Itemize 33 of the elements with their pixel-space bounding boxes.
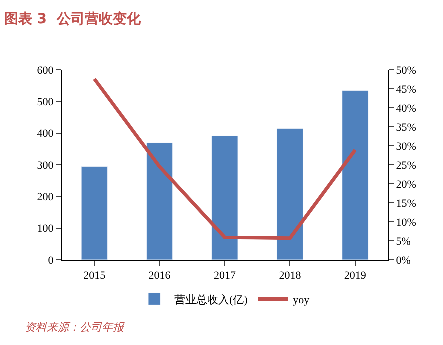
x-tick-label: 2017 bbox=[214, 270, 236, 282]
y2-tick-label: 10% bbox=[396, 216, 416, 229]
bar bbox=[146, 142, 174, 260]
bar bbox=[342, 90, 369, 260]
y2-tick-label: 0% bbox=[396, 254, 411, 267]
legend-label: yoy bbox=[293, 294, 310, 306]
y2-tick-label: 15% bbox=[396, 198, 416, 210]
y2-tick-label: 20% bbox=[396, 178, 416, 191]
legend-label: 营业总收入(亿) bbox=[174, 293, 248, 306]
y-tick-label: 500 bbox=[37, 96, 54, 109]
bar bbox=[81, 166, 108, 260]
text: 资料来源：公司年报 bbox=[25, 321, 125, 334]
y-tick-label: 400 bbox=[37, 128, 54, 140]
bar bbox=[276, 128, 304, 260]
y-tick-label: 100 bbox=[37, 223, 54, 236]
y2-tick-label: 25% bbox=[396, 160, 416, 172]
y2-tick-label: 45% bbox=[396, 84, 416, 96]
y2-tick-label: 50% bbox=[396, 64, 416, 77]
x-tick-label: 2016 bbox=[148, 270, 172, 282]
y-tick-label: 300 bbox=[37, 160, 54, 172]
x-tick-label: 2019 bbox=[344, 270, 367, 282]
y2-tick-label: 5% bbox=[396, 236, 411, 248]
bar bbox=[212, 136, 238, 260]
chart-title: 图表 3 公司营收变化 bbox=[4, 10, 142, 28]
x-tick-label: 2015 bbox=[84, 270, 106, 282]
y-tick-label: 0 bbox=[48, 254, 54, 267]
y2-tick-label: 35% bbox=[396, 122, 416, 134]
y2-tick-label: 30% bbox=[396, 140, 416, 153]
y2-tick-label: 40% bbox=[396, 102, 416, 115]
line-series bbox=[92, 77, 358, 240]
y-tick-label: 200 bbox=[37, 192, 54, 204]
y-tick-label: 600 bbox=[37, 64, 54, 77]
x-tick-label: 2018 bbox=[279, 270, 302, 282]
